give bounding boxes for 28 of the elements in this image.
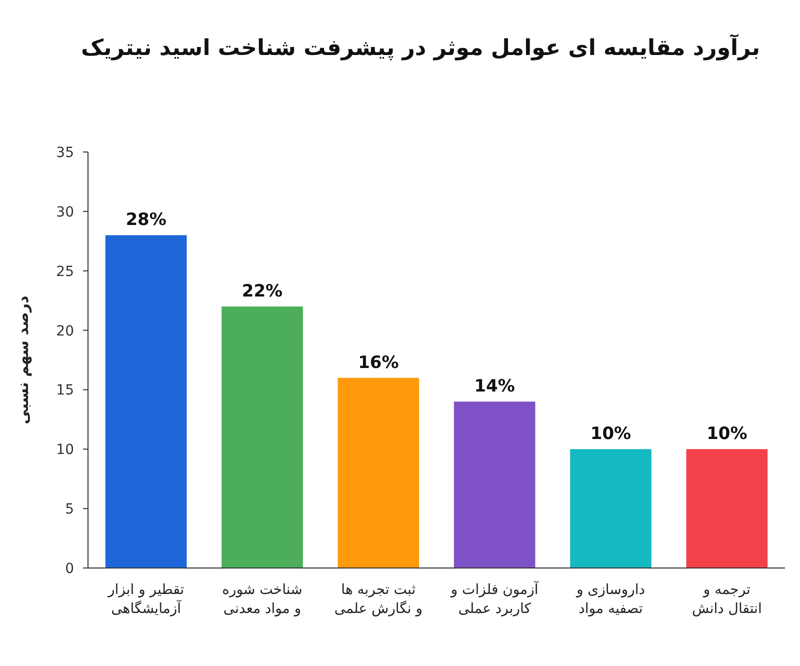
x-tick-label: ثبت تجربه ها و نگارش علمی — [334, 582, 422, 617]
y-tick-label: 20 — [56, 323, 74, 340]
bar — [454, 402, 536, 568]
y-tick-label: 0 — [65, 561, 74, 577]
chart-title: برآورد مقایسه ای عوامل موثر در پیشرفت شناخت اسید نیتریک — [81, 34, 760, 61]
bar — [686, 449, 768, 568]
data-label: 10% — [590, 424, 632, 444]
x-tick-label: تقطیر و ابزار آزمایشگاهی — [106, 582, 184, 617]
data-label: 10% — [706, 424, 748, 444]
x-tick-label: شناخت شوره و مواد معدنی — [222, 582, 302, 617]
y-tick-label: 25 — [56, 264, 74, 280]
bar — [338, 378, 420, 568]
data-label: 22% — [242, 282, 283, 302]
y-axis-title: درصد سهم نسبی — [14, 295, 32, 424]
x-tick-label: داروسازی و تصفیه مواد — [575, 582, 646, 617]
data-label: 14% — [474, 376, 515, 397]
bar — [105, 235, 187, 568]
bar — [570, 449, 652, 568]
y-tick-label: 10 — [56, 442, 74, 458]
y-tick-label: 15 — [56, 382, 74, 399]
data-label: 16% — [358, 352, 399, 373]
x-tick-label: ترجمه و انتقال دانش — [692, 582, 762, 617]
bar — [222, 306, 303, 568]
data-label: 28% — [126, 210, 166, 230]
x-tick-label: آزمون فلزات و کاربرد عملی — [450, 580, 540, 617]
y-tick-label: 30 — [56, 204, 74, 220]
y-tick-label: 5 — [65, 502, 74, 518]
y-tick-label: 35 — [56, 145, 74, 161]
